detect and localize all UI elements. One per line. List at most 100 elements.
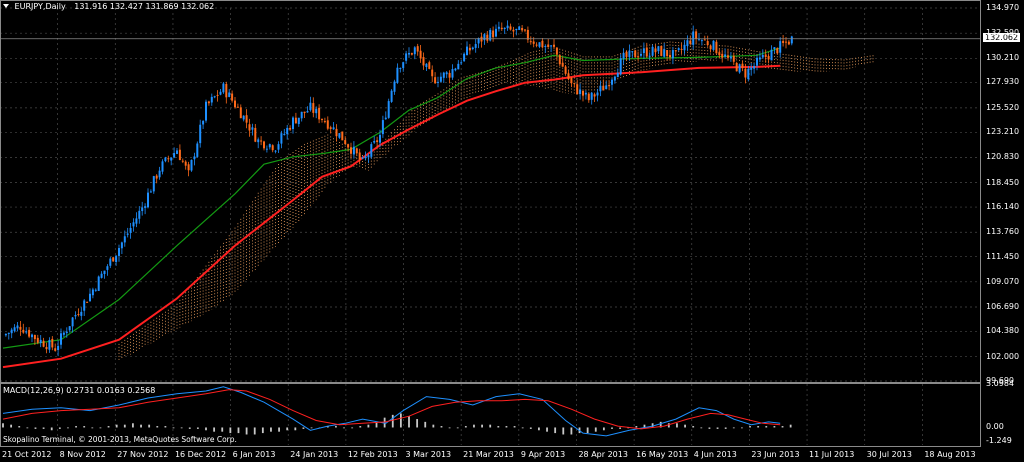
candle-body (422, 57, 425, 66)
time-tick-label: 9 Apr 2013 (520, 450, 566, 459)
candle-body (329, 127, 332, 129)
candle-body (500, 27, 503, 30)
price-tick-label: 125.520 (986, 102, 1020, 112)
candle-body (138, 210, 141, 219)
macd-histogram-bar (359, 426, 362, 428)
price-tick-label: 109.070 (986, 276, 1020, 286)
macd-header: MACD(12,26,9) 0.2731 0.0163 0.2568 (3, 386, 156, 395)
candle-body (199, 124, 202, 144)
macd-histogram-bar (67, 427, 69, 429)
candle-body (596, 92, 599, 96)
candle-body (57, 345, 60, 351)
dropdown-arrow-icon[interactable] (3, 4, 9, 8)
candle-body (268, 144, 271, 148)
candle-body (321, 118, 323, 120)
macd-histogram-bar (627, 427, 630, 429)
price-tick-label: 111.450 (986, 251, 1020, 261)
macd-histogram-bar (473, 424, 475, 428)
candle-body (396, 67, 399, 83)
candle-body (228, 92, 231, 97)
macd-histogram-bar (156, 426, 159, 428)
candle-body (219, 91, 222, 95)
candle-body (729, 56, 732, 59)
candle-body (506, 25, 509, 29)
time-tick-label: 8 Nov 2012 (59, 450, 106, 459)
slow-moving-average-line (2, 64, 781, 369)
macd-histogram-bar (229, 427, 232, 434)
candle-body (593, 94, 596, 97)
macd-histogram-bar (310, 427, 313, 429)
candle-body (347, 144, 350, 148)
signal-line (2, 389, 781, 430)
candle-body (71, 317, 74, 327)
macd-histogram-bar (765, 426, 768, 428)
macd-histogram-bar (586, 427, 589, 434)
candle-body (213, 96, 216, 98)
price-tick-label: 130.210 (986, 53, 1020, 63)
candle-body (132, 222, 135, 227)
candle-body (245, 115, 248, 123)
price-tick-label: 123.210 (986, 127, 1020, 137)
candle-body (65, 331, 68, 334)
time-tick-label: 27 Nov 2012 (117, 450, 169, 459)
candle-body (16, 325, 19, 329)
candle-body (402, 62, 405, 68)
candle-body (524, 29, 526, 31)
candle-body (782, 40, 785, 43)
candle-body (225, 83, 228, 98)
candle-body (254, 127, 257, 142)
candle-body (83, 300, 86, 311)
macd-histogram-bar (448, 427, 451, 429)
macd-histogram-bar (635, 426, 638, 428)
chart-header[interactable]: EURJPY,Daily 131.916 132.427 131.869 132… (3, 2, 214, 12)
candle-body (222, 83, 225, 93)
candle-body (622, 52, 625, 59)
price-tick-label: 106.690 (986, 301, 1020, 311)
macd-histogram-bar (408, 416, 410, 428)
candle-body (515, 28, 518, 31)
macd-histogram-bar (351, 427, 354, 429)
candle-body (74, 314, 77, 317)
candle-body (176, 150, 178, 154)
candle-body (579, 89, 582, 95)
macd-histogram-bar (424, 421, 427, 428)
macd-histogram-bar (205, 427, 207, 431)
candle-body (495, 28, 497, 37)
macd-histogram-bar (180, 427, 183, 429)
candle-body (265, 148, 268, 150)
candle-body (48, 340, 51, 350)
candle-body (582, 90, 584, 96)
time-tick-label: 12 Feb 2013 (347, 450, 398, 459)
candle-body (123, 236, 126, 243)
candle-body (170, 157, 173, 161)
candle-body (460, 62, 463, 64)
candle-body (503, 27, 506, 29)
macd-histogram-bar (172, 427, 175, 429)
candle-body (86, 301, 89, 303)
candle-body (758, 57, 761, 60)
candle-body (257, 139, 260, 143)
macd-histogram-bar (416, 419, 419, 428)
macd-histogram-bar (708, 427, 711, 429)
macd-histogram-bar (221, 427, 224, 432)
candle-body (184, 161, 187, 166)
candle-body (674, 50, 677, 52)
candle-body (439, 76, 442, 82)
macd-tick-label: -1.249 (986, 436, 1012, 445)
candle-body (721, 53, 724, 58)
candle-body (666, 50, 669, 57)
macd-histogram-bar (286, 427, 289, 431)
candle-body (779, 41, 782, 53)
candle-body (471, 47, 474, 50)
candle-body (312, 103, 315, 113)
macd-histogram-bar (464, 426, 467, 428)
candle-body (376, 140, 379, 142)
price-candles (4, 20, 793, 357)
candle-body (631, 51, 634, 53)
candle-body (416, 46, 419, 52)
macd-histogram-bar (375, 421, 378, 428)
candle-body (370, 144, 373, 157)
candle-body (373, 140, 376, 143)
candle-body (112, 257, 115, 262)
